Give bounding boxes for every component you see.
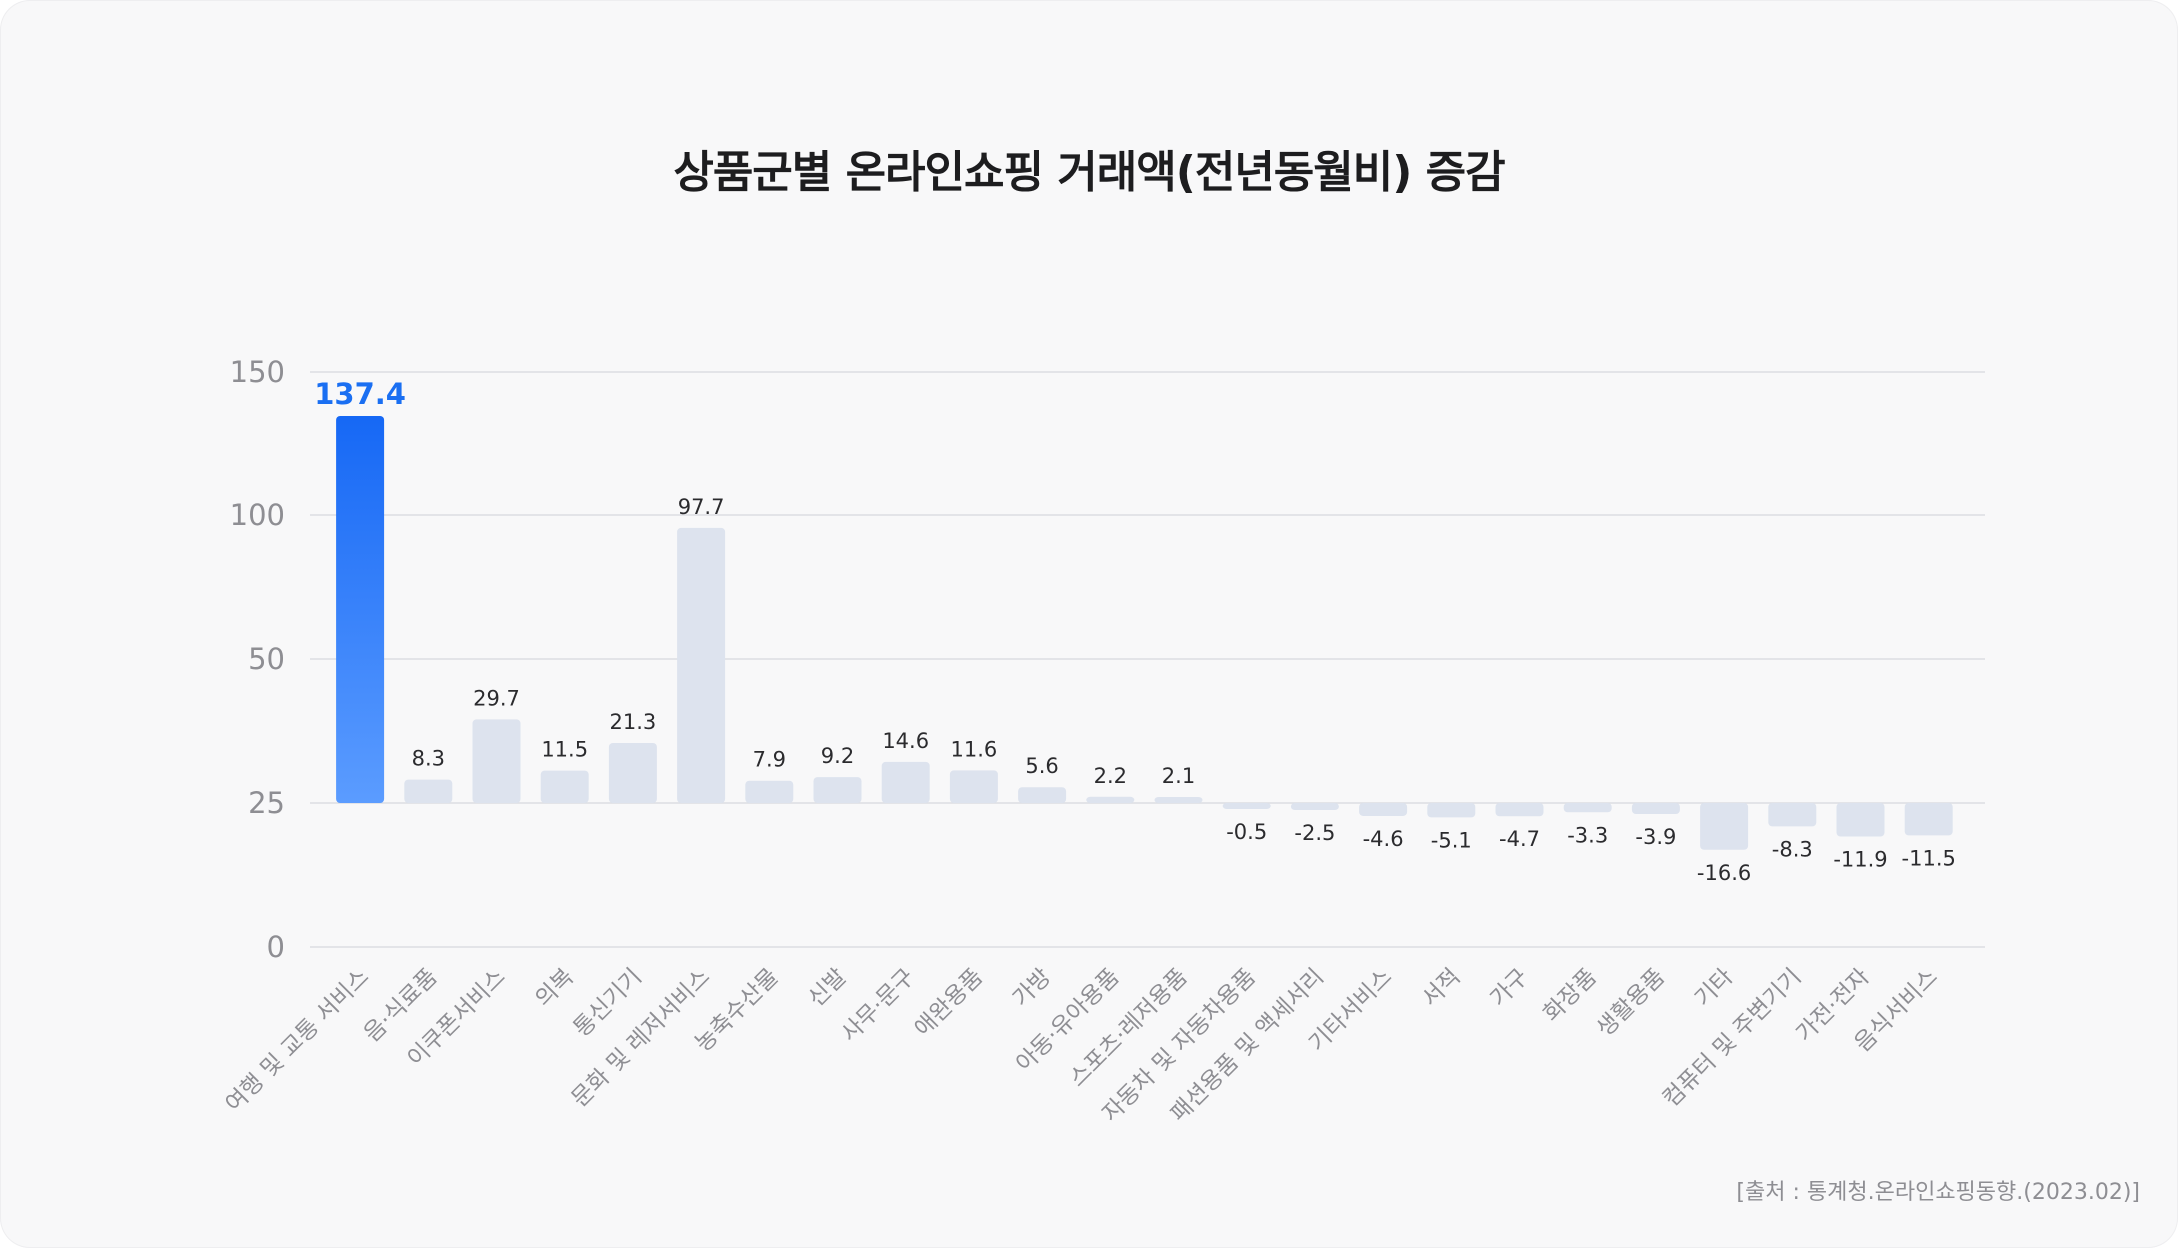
bar — [1495, 803, 1544, 817]
x-tick-label: 가구 — [1485, 964, 1533, 1012]
y-tick-label: 100 — [230, 498, 285, 532]
bar — [1563, 803, 1612, 813]
x-tick-label: 가방 — [1008, 964, 1056, 1012]
bar — [608, 743, 657, 803]
data-label: -3.9 — [1635, 825, 1676, 849]
bar — [1154, 797, 1203, 803]
bar — [949, 770, 998, 803]
data-label: 29.7 — [473, 686, 520, 710]
bar — [1222, 803, 1271, 809]
bar — [677, 527, 726, 803]
data-label: 8.3 — [412, 747, 445, 771]
bar — [1904, 803, 1953, 836]
x-tick-label: 화장품 — [1539, 964, 1602, 1027]
bar — [336, 416, 385, 803]
x-tick-label: 여행 및 교통 서비스 — [221, 964, 375, 1118]
bar — [1427, 803, 1476, 818]
bar — [1086, 796, 1135, 803]
data-label: 2.1 — [1162, 764, 1195, 788]
source-note: [출처 : 통계청.온라인쇼핑동향.(2023.02)] — [1736, 1180, 2140, 1205]
x-tick-label: 신발 — [803, 964, 851, 1012]
data-label: 5.6 — [1025, 754, 1058, 778]
x-tick-label: 생활용품 — [1592, 964, 1670, 1042]
y-tick-label: 50 — [248, 642, 285, 676]
data-label: -11.9 — [1833, 848, 1887, 872]
bar — [1290, 803, 1339, 811]
x-tick-label: 서적 — [1417, 964, 1465, 1012]
bar — [1631, 803, 1680, 814]
data-label: -11.5 — [1902, 846, 1956, 870]
bar — [1768, 803, 1817, 827]
y-tick-label: 0 — [267, 930, 285, 964]
data-label: -8.3 — [1772, 837, 1813, 861]
data-label: -16.6 — [1697, 861, 1751, 885]
data-label: 7.9 — [753, 748, 786, 772]
bar — [1700, 803, 1749, 850]
data-label: -5.1 — [1431, 828, 1472, 852]
bar — [1836, 803, 1885, 837]
x-tick-label: 애완용품 — [910, 964, 988, 1042]
x-tick-label: 스포츠·레저용품 — [1064, 964, 1192, 1092]
bar — [1359, 803, 1408, 816]
data-label: 2.2 — [1094, 764, 1127, 788]
data-label: 14.6 — [882, 729, 929, 753]
data-label: 11.5 — [541, 738, 588, 762]
data-label: -3.3 — [1567, 823, 1608, 847]
data-label: 137.4 — [314, 377, 406, 411]
bar — [745, 780, 794, 803]
data-label: -0.5 — [1226, 820, 1267, 844]
x-tick-label: 사무·문구 — [837, 964, 920, 1047]
data-label: -4.6 — [1363, 827, 1404, 851]
bar — [472, 719, 521, 803]
bar — [540, 770, 589, 803]
chart-title: 상품군별 온라인쇼핑 거래액(전년동월비) 증감 — [673, 147, 1505, 198]
bar — [1018, 787, 1067, 803]
x-tick-label: 의복 — [531, 964, 579, 1012]
data-label: 21.3 — [610, 710, 657, 734]
y-tick-label: 25 — [248, 786, 285, 820]
y-tick-label: 150 — [230, 355, 285, 389]
bar — [404, 779, 453, 803]
data-label: -2.5 — [1294, 821, 1335, 845]
x-tick-label: 기타 — [1690, 964, 1738, 1012]
bar — [813, 777, 862, 803]
data-label: -4.7 — [1499, 827, 1540, 851]
data-label: 9.2 — [821, 744, 854, 768]
data-label: 97.7 — [678, 495, 725, 519]
data-label: 11.6 — [951, 737, 998, 761]
bar — [881, 761, 930, 803]
